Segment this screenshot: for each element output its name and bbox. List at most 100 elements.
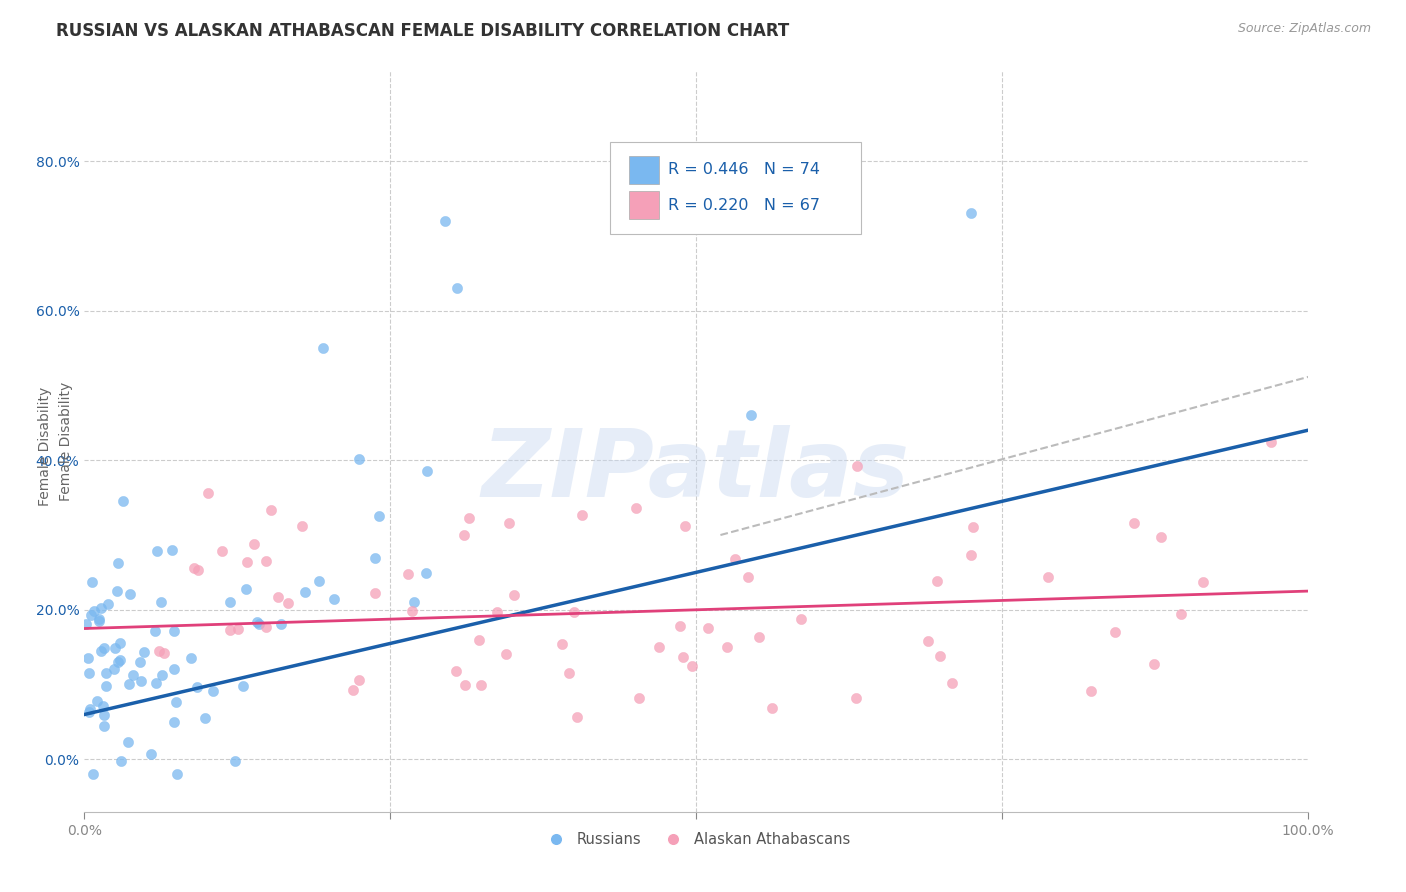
Point	[1080, 684, 1102, 698]
Point	[415, 566, 437, 581]
Point	[254, 554, 277, 568]
Point	[80, 608, 103, 623]
Point	[960, 206, 983, 220]
Point	[107, 556, 129, 570]
Point	[267, 591, 290, 605]
Point	[87, 612, 110, 626]
Point	[75, 616, 97, 631]
Text: RUSSIAN VS ALASKAN ATHABASCAN FEMALE DISABILITY CORRELATION CHART: RUSSIAN VS ALASKAN ATHABASCAN FEMALE DIS…	[56, 22, 790, 40]
Point	[697, 621, 720, 635]
Point	[308, 574, 330, 589]
Point	[962, 520, 984, 534]
Point	[277, 596, 299, 610]
Point	[218, 623, 240, 637]
Point	[571, 508, 593, 523]
Point	[77, 705, 100, 719]
Point	[89, 614, 111, 628]
Point	[624, 501, 647, 516]
Point	[363, 586, 385, 600]
Point	[312, 341, 335, 355]
Point	[83, 604, 105, 618]
Point	[107, 655, 129, 669]
Point	[470, 678, 492, 692]
Point	[1143, 657, 1166, 671]
Point	[446, 281, 468, 295]
Point	[925, 574, 948, 589]
Point	[558, 665, 581, 680]
Point	[498, 516, 520, 530]
Point	[232, 679, 254, 693]
Point	[748, 630, 770, 644]
Point	[77, 666, 100, 681]
Point	[672, 649, 695, 664]
Point	[1150, 530, 1173, 544]
Point	[669, 618, 692, 632]
Point	[495, 647, 517, 661]
Point	[163, 662, 186, 676]
Point	[846, 458, 869, 473]
Point	[502, 588, 524, 602]
Point	[724, 552, 747, 566]
Point	[347, 452, 370, 467]
Point	[96, 679, 118, 693]
Point	[562, 605, 585, 619]
Point	[211, 543, 233, 558]
Point	[148, 644, 170, 658]
Point	[454, 678, 477, 692]
Point	[941, 676, 963, 690]
Point	[110, 754, 132, 768]
Point	[294, 585, 316, 599]
Point	[468, 633, 491, 648]
Point	[163, 715, 186, 730]
Point	[648, 640, 671, 655]
Point	[165, 695, 187, 709]
Point	[105, 584, 128, 599]
Point	[160, 543, 183, 558]
Point	[322, 591, 344, 606]
Point	[486, 605, 509, 619]
Point	[108, 635, 131, 649]
Point	[1104, 625, 1126, 640]
Legend: Russians, Alaskan Athabascans: Russians, Alaskan Athabascans	[536, 826, 856, 853]
Point	[929, 649, 952, 664]
Point	[270, 617, 292, 632]
Point	[416, 464, 439, 478]
Point	[108, 653, 131, 667]
FancyBboxPatch shape	[610, 142, 860, 235]
Point	[202, 684, 225, 698]
Point	[132, 645, 155, 659]
Point	[180, 651, 202, 665]
Point	[90, 644, 112, 658]
Text: R = 0.220   N = 67: R = 0.220 N = 67	[668, 198, 820, 213]
Point	[260, 503, 283, 517]
Point	[551, 637, 574, 651]
Point	[254, 620, 277, 634]
Point	[117, 735, 139, 749]
Point	[790, 611, 813, 625]
Point	[434, 214, 457, 228]
Point	[197, 485, 219, 500]
Point	[91, 699, 114, 714]
Text: R = 0.446   N = 74: R = 0.446 N = 74	[668, 162, 820, 178]
Point	[153, 646, 176, 660]
Point	[79, 702, 101, 716]
Point	[120, 587, 142, 601]
Point	[737, 570, 759, 584]
Point	[86, 694, 108, 708]
Point	[681, 659, 703, 673]
Point	[187, 564, 209, 578]
Point	[145, 675, 167, 690]
Point	[1192, 574, 1215, 589]
Point	[93, 708, 115, 723]
Text: Female Disability: Female Disability	[38, 386, 52, 506]
Point	[404, 595, 426, 609]
Point	[247, 617, 270, 632]
Point	[716, 640, 738, 655]
Point	[453, 528, 475, 542]
Point	[150, 668, 173, 682]
Point	[845, 691, 868, 706]
Point	[149, 595, 172, 609]
Point	[76, 651, 98, 665]
Point	[94, 666, 117, 681]
Point	[1123, 516, 1146, 531]
